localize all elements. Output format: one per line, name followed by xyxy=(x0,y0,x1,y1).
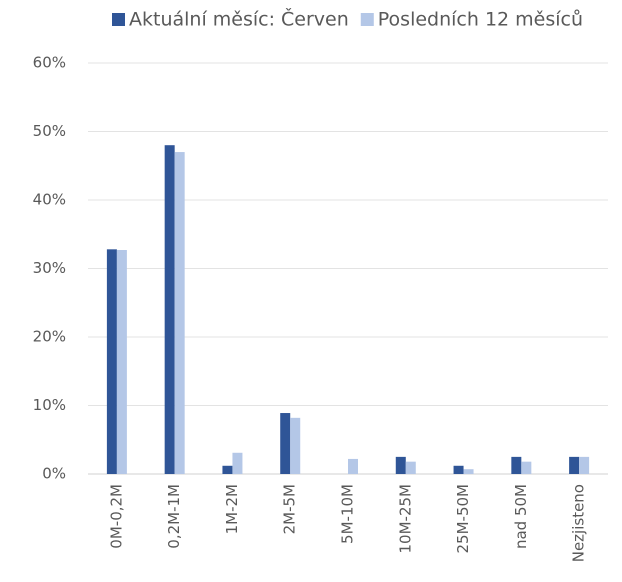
bar xyxy=(463,469,474,474)
x-tick-label: nad 50M xyxy=(512,484,530,549)
y-tick-label: 60% xyxy=(33,54,66,72)
bar xyxy=(569,456,580,474)
y-tick-label: 10% xyxy=(33,396,66,414)
x-tick-label: 10M-25M xyxy=(396,484,414,553)
y-tick-label: 40% xyxy=(33,191,66,209)
bar xyxy=(164,145,175,474)
x-tick-label: Nezjisteno xyxy=(570,484,588,562)
legend-label: Posledních 12 měsíců xyxy=(378,9,583,31)
x-tick-label: 2M-5M xyxy=(281,484,299,534)
bar xyxy=(579,456,590,474)
y-tick-label: 50% xyxy=(33,122,66,140)
y-tick-label: 30% xyxy=(33,259,66,277)
bar xyxy=(348,458,358,474)
legend-swatch xyxy=(360,13,374,26)
bar xyxy=(116,250,127,474)
x-tick-label: 0,2M-1M xyxy=(165,484,183,549)
bar xyxy=(232,452,243,474)
bar xyxy=(174,152,185,475)
bar xyxy=(521,461,532,474)
bar xyxy=(280,413,291,474)
x-tick-label: 0M-0,2M xyxy=(107,484,125,549)
bar xyxy=(395,456,406,474)
bar xyxy=(290,417,301,474)
x-tick-label: 1M-2M xyxy=(223,484,241,534)
legend-swatch xyxy=(112,13,125,26)
bar xyxy=(405,461,416,474)
x-tick-label: 5M-10M xyxy=(339,484,357,544)
bar xyxy=(511,456,522,474)
x-tick-label: 25M-50M xyxy=(454,484,472,553)
bar xyxy=(453,465,464,474)
bar xyxy=(106,249,117,474)
legend-label: Aktuální měsíc: Červen xyxy=(129,7,349,31)
bar xyxy=(222,465,233,474)
y-tick-label: 0% xyxy=(42,465,66,483)
y-tick-label: 20% xyxy=(33,328,66,346)
